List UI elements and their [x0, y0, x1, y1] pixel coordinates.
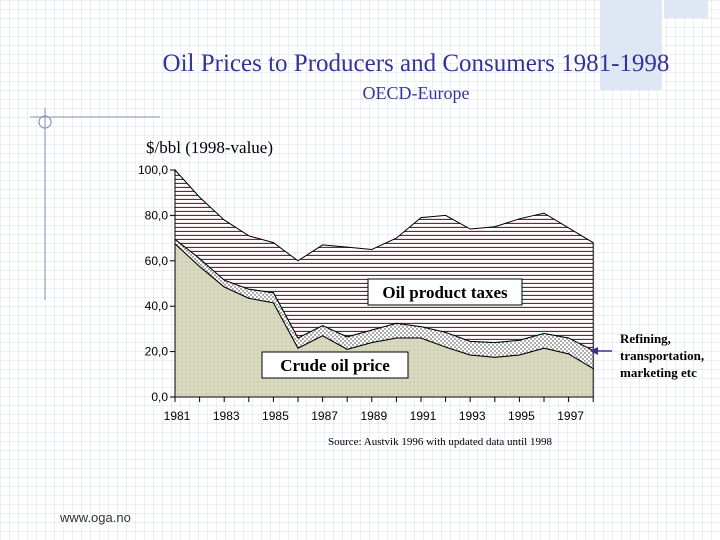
y-tick-label: 0,0	[151, 390, 168, 404]
decor-square-large	[600, 0, 662, 90]
page-title: Oil Prices to Producers and Consumers 19…	[162, 50, 670, 77]
decor-square-small	[664, 0, 708, 18]
y-tick-label: 40,0	[145, 299, 169, 313]
x-tick-label: 1987	[311, 409, 338, 423]
x-tick-label: 1997	[557, 409, 584, 423]
y-tick-label: 80,0	[145, 208, 169, 222]
x-tick-label: 1983	[213, 409, 240, 423]
x-tick-label: 1991	[410, 409, 437, 423]
taxes-label: Oil product taxes	[382, 283, 508, 302]
x-tick-label: 1993	[459, 409, 486, 423]
y-tick-label: 60,0	[145, 254, 169, 268]
refining-note-line-3: marketing etc	[620, 365, 697, 380]
chart-axes: 0,0 20,0 40,0 60,0 80,0 100,0 1981 1983 1985 1987…	[138, 163, 594, 423]
y-tick-label: 100,0	[138, 163, 168, 177]
taxes-label-box	[367, 278, 523, 306]
x-tick-label: 1995	[508, 409, 535, 423]
page-subtitle: OECD-Europe	[362, 83, 470, 103]
refining-note-line-2: transportation,	[620, 348, 704, 363]
refining-arrow-head	[590, 347, 598, 355]
x-tick-label: 1985	[262, 409, 289, 423]
x-tick-label: 1989	[360, 409, 387, 423]
y-axis-label: $/bbl (1998-value)	[146, 138, 273, 157]
y-tick-label: 20,0	[145, 345, 169, 359]
crude-label: Crude oil price	[280, 356, 390, 375]
refining-note-line-1: Refining,	[620, 331, 671, 346]
x-tick-label: 1981	[164, 409, 191, 423]
source-note: Source: Austvik 1996 with updated data u…	[328, 436, 552, 448]
footer-url: www.oga.no	[60, 510, 131, 525]
crude-label-box	[261, 351, 409, 379]
decor-circle-marker	[38, 115, 52, 129]
